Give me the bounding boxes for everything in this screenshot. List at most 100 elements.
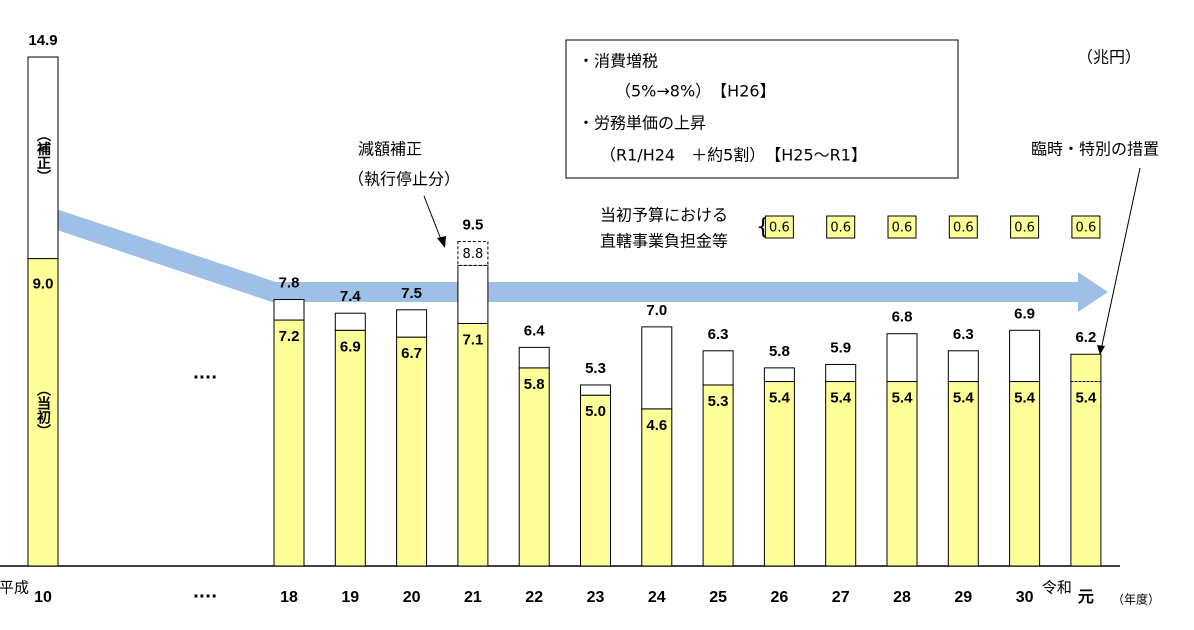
value-label: 9.0 [33, 276, 54, 293]
burden-label: 当初予算における [600, 206, 728, 225]
bar-segment [1070, 381, 1102, 567]
value-label: 5.4 [892, 390, 914, 407]
x-tick-label: 19 [341, 589, 359, 606]
bar-segment [825, 363, 857, 383]
bar-segment [1009, 329, 1041, 383]
burden-box [764, 215, 794, 239]
x-tick-label: 元 [1078, 589, 1094, 606]
reduction-label: 減額補正 [358, 140, 422, 159]
bar-segment [273, 319, 305, 567]
burden-value: 0.6 [892, 221, 913, 236]
x-tick-label: 30 [1016, 589, 1034, 606]
total-label: 7.8 [279, 275, 300, 292]
x-unit-label: （年度） [1112, 592, 1160, 607]
bar-segment [886, 381, 918, 567]
bar-segment [27, 56, 59, 260]
bar-segment [334, 312, 366, 331]
bar-segment [580, 384, 611, 396]
total-label: 6.8 [892, 309, 913, 326]
reduction-sublabel: （執行停止分） [348, 170, 460, 189]
total-label: 5.3 [585, 360, 606, 377]
special-pointer-head [1097, 345, 1105, 355]
x-tick-label: 20 [403, 589, 421, 606]
bar-segment [947, 381, 979, 567]
bar-segment [641, 326, 673, 410]
bar-segment [457, 264, 489, 324]
x-tick-label: 10 [34, 589, 52, 606]
bar-segment [825, 381, 857, 567]
burden-value: 0.6 [769, 221, 790, 236]
x-tick-label: 22 [525, 589, 543, 606]
era-label: 令和 [1042, 579, 1072, 597]
total-label: 6.3 [953, 326, 974, 343]
burden-box [826, 215, 856, 239]
x-tick-label: 24 [648, 589, 666, 606]
burden-value: 0.6 [830, 221, 851, 236]
x-tick-label: 21 [464, 589, 482, 606]
special-pointer [1100, 167, 1141, 351]
x-tick-label: 23 [587, 589, 605, 606]
special-edge [1070, 353, 1102, 382]
burden-box [887, 215, 917, 239]
x-tick-label: 27 [832, 589, 850, 606]
value-label: 7.2 [279, 328, 300, 345]
series-name: （補正） [35, 128, 52, 184]
total-label: 6.9 [1014, 305, 1035, 322]
bar-segment [763, 381, 795, 567]
value-label: 5.3 [708, 393, 729, 410]
x-tick-label: 25 [709, 589, 727, 606]
value-label: 5.4 [1014, 390, 1036, 407]
value-label: 5.4 [1075, 390, 1097, 407]
era-label: 平成 [0, 579, 29, 597]
bar-segment [641, 408, 673, 567]
value-label: 7.1 [462, 331, 483, 348]
special-label: 臨時・特別の措置 [1031, 140, 1159, 159]
total-label: 6.4 [524, 322, 546, 339]
note-line: ・消費増税 [578, 52, 658, 71]
value-label: 5.4 [830, 390, 852, 407]
bar-segment [518, 346, 550, 369]
bar-segment [27, 258, 59, 567]
total-label: 9.5 [462, 216, 483, 233]
burden-label: 直轄事業負担金等 [600, 232, 728, 251]
burden-box [948, 215, 978, 239]
bar-segment [702, 384, 734, 567]
total-label: 7.4 [340, 288, 362, 305]
burden-value: 0.6 [953, 221, 974, 236]
note-line: （5%→8%） 【H26】 [615, 82, 776, 101]
note-line: ・労務単価の上昇 [578, 114, 706, 133]
bar-segment [886, 333, 918, 383]
value-label: 6.7 [401, 345, 422, 362]
bar-segment [396, 309, 428, 338]
burden-box [1071, 215, 1101, 239]
value-label: 5.4 [953, 390, 975, 407]
total-label: 5.8 [769, 343, 790, 360]
reduction-pointer [423, 195, 443, 243]
bar-segment [518, 367, 550, 567]
bar-segment [1009, 381, 1041, 567]
bar-segment [334, 329, 366, 567]
x-tick-label: 29 [954, 589, 972, 606]
reduction-segment [457, 240, 489, 266]
ellipsis: ···· [193, 368, 217, 387]
reduction-pointer-head [437, 236, 446, 248]
total-label: 6.2 [1075, 329, 1096, 346]
total-label: 6.3 [708, 326, 729, 343]
burden-value: 0.6 [1014, 221, 1035, 236]
total-label: 7.5 [401, 285, 422, 302]
x-tick-label: 26 [771, 589, 789, 606]
bar-segment [396, 336, 428, 567]
x-tick-label: 28 [893, 589, 911, 606]
bar-segment [457, 322, 489, 567]
value-label: 5.4 [769, 390, 791, 407]
value-label: 5.8 [524, 376, 545, 393]
burden-value: 0.6 [1076, 221, 1097, 236]
note-line: （R1/H24 ＋約5割） 【H25～R1】 [600, 146, 867, 165]
bar-segment [580, 394, 611, 567]
ellipsis: ···· [193, 587, 217, 606]
x-tick-label: 18 [280, 589, 298, 606]
value-label: 6.9 [340, 338, 361, 355]
bar-segment [947, 350, 979, 383]
bar-segment [273, 299, 305, 321]
